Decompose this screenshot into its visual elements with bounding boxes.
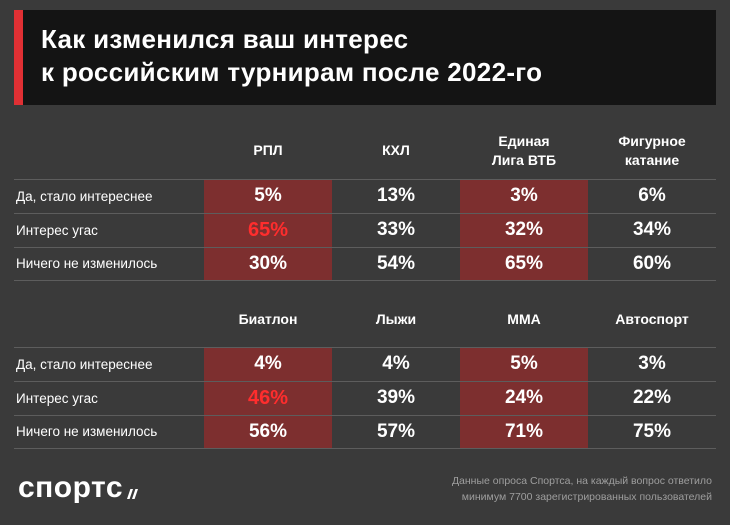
table-corner	[14, 123, 204, 179]
value-cell: 4%	[204, 346, 332, 381]
value-cell: 3%	[460, 178, 588, 213]
survey-table-individual-sports: Биатлон Лыжи ММА Автоспорт Да, стало инт…	[14, 281, 716, 449]
column-header-vtb-league: Единая Лига ВТБ	[491, 132, 557, 168]
value-cell: 56%	[204, 414, 332, 449]
column-header-khl: КХЛ	[382, 142, 410, 159]
row-label-interest-faded: Интерес угас	[14, 380, 204, 415]
value-cell: 30%	[204, 246, 332, 281]
column-header-biathlon: Биатлон	[238, 311, 298, 328]
value-cell: 13%	[332, 178, 460, 213]
value-cell: 5%	[204, 178, 332, 213]
column-header-figure-skating: Фигурное катание	[618, 132, 686, 168]
row-label-interest-faded: Интерес угас	[14, 212, 204, 247]
infographic-page: Как изменился ваш интерес к российским т…	[14, 10, 716, 508]
value-cell: 65%	[460, 246, 588, 281]
column-header-skiing: Лыжи	[375, 311, 417, 328]
value-cell: 32%	[460, 212, 588, 247]
sports-logo-text: спортс	[18, 470, 124, 504]
survey-table-team-sports: РПЛ КХЛ Единая Лига ВТБ Фигурное катание…	[14, 123, 716, 281]
value-cell: 5%	[460, 346, 588, 381]
value-cell: 71%	[460, 414, 588, 449]
value-cell-emphasized: 65%	[204, 212, 332, 247]
page-title-line-1: Как изменился ваш интерес	[41, 24, 409, 54]
source-note: Данные опроса Спортса, на каждый вопрос …	[452, 473, 712, 506]
title-block: Как изменился ваш интерес к российским т…	[14, 10, 716, 105]
value-cell: 6%	[588, 178, 716, 213]
value-cell: 33%	[332, 212, 460, 247]
title-accent-bar	[14, 10, 23, 105]
value-cell: 75%	[588, 414, 716, 449]
source-note-line-1: Данные опроса Спортса, на каждый вопрос …	[451, 474, 712, 487]
row-label-more-interest: Да, стало интереснее	[14, 346, 204, 381]
value-cell: 39%	[332, 380, 460, 415]
table-corner	[14, 281, 204, 347]
logo-flag-icon	[126, 474, 139, 508]
column-header-mma: ММА	[507, 311, 541, 328]
value-cell: 24%	[460, 380, 588, 415]
value-cell: 3%	[588, 346, 716, 381]
row-label-more-interest: Да, стало интереснее	[14, 178, 204, 213]
row-label-no-change: Ничего не изменилось	[14, 414, 204, 449]
column-header-motorsport: Автоспорт	[615, 311, 689, 328]
sports-logo: спортс	[18, 470, 139, 508]
value-cell-emphasized: 46%	[204, 380, 332, 415]
value-cell: 22%	[588, 380, 716, 415]
footer: спортс Данные опроса Спортса, на каждый …	[14, 471, 716, 508]
row-label-no-change: Ничего не изменилось	[14, 246, 204, 281]
value-cell: 4%	[332, 346, 460, 381]
value-cell: 54%	[332, 246, 460, 281]
value-cell: 60%	[588, 246, 716, 281]
column-header-rpl: РПЛ	[253, 142, 283, 159]
value-cell: 57%	[332, 414, 460, 449]
source-note-line-2: минимум 7700 зарегистрированных пользова…	[461, 491, 712, 504]
page-title-line-2: к российским турнирам после 2022-го	[41, 57, 543, 88]
value-cell: 34%	[588, 212, 716, 247]
